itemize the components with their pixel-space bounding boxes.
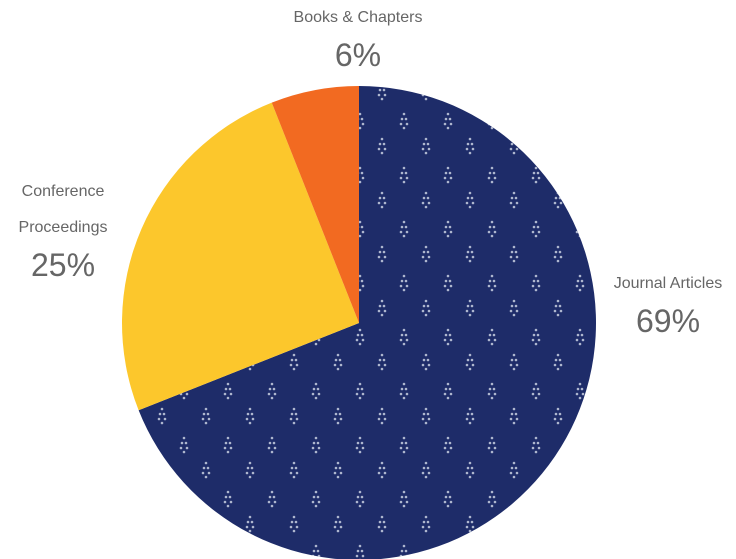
slices [121, 86, 596, 559]
slice-label: Books & Chapters 6% [238, 0, 478, 74]
slice-label: Conference Proceedings 25% [3, 174, 123, 284]
category-label: Journal Articles [613, 275, 723, 292]
pie-slice [271, 86, 359, 323]
value-label: 69% [635, 303, 701, 339]
category-label: Books & Chapters [293, 9, 423, 26]
category-label: Conference Proceedings [18, 183, 108, 236]
slice-texture [138, 86, 596, 559]
value-label: 6% [334, 37, 382, 73]
value-label: 25% [30, 247, 96, 283]
pie-slice [121, 102, 360, 411]
slice-label: Journal Articles 69% [548, 266, 736, 340]
